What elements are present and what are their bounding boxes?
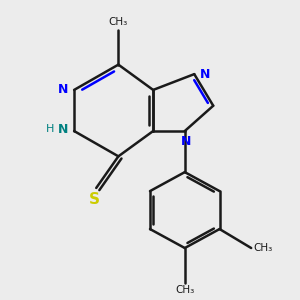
Text: N: N: [181, 135, 191, 148]
Text: N: N: [58, 123, 68, 136]
Text: N: N: [58, 83, 68, 96]
Text: CH₃: CH₃: [109, 17, 128, 27]
Text: H: H: [46, 124, 55, 134]
Text: CH₃: CH₃: [254, 243, 273, 253]
Text: CH₃: CH₃: [175, 285, 194, 295]
Text: N: N: [200, 68, 210, 81]
Text: S: S: [89, 192, 100, 207]
